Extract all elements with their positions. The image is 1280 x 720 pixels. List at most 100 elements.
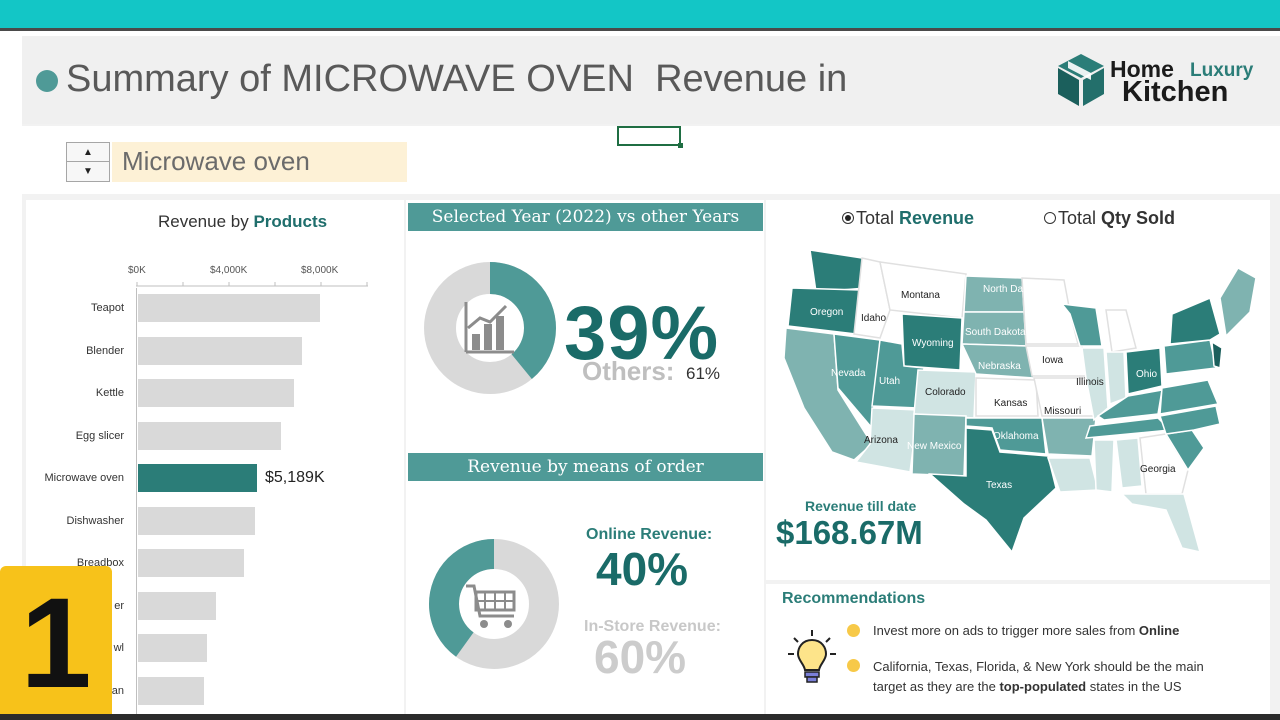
bar-category-label: er bbox=[114, 599, 124, 612]
bar-category-label: Teapot bbox=[90, 302, 124, 314]
state-kansas bbox=[975, 377, 1039, 417]
state-label: Texas bbox=[986, 480, 1012, 491]
radio-total-qty[interactable]: Total Qty Sold bbox=[1044, 208, 1175, 229]
bar-kettle[interactable] bbox=[138, 379, 294, 407]
shopping-cart-icon bbox=[466, 584, 516, 628]
selected-product-cell[interactable]: Microwave oven bbox=[112, 142, 407, 182]
radio-selected-icon[interactable] bbox=[842, 212, 854, 224]
state-wisconsin bbox=[1060, 303, 1103, 347]
recommendation-item-1: Invest more on ads to trigger more sales… bbox=[873, 623, 1180, 638]
radio-unselected-icon[interactable] bbox=[1044, 212, 1056, 224]
state-washington bbox=[809, 249, 867, 293]
year-donut-chart bbox=[424, 262, 556, 394]
bar-dishwasher[interactable] bbox=[138, 506, 255, 535]
bar-category-label: Dishwasher bbox=[66, 514, 124, 527]
state-pennsylvania bbox=[1163, 339, 1217, 375]
donut-slice-selected bbox=[424, 262, 556, 394]
top-bar bbox=[0, 0, 1280, 28]
logo-text-home: Home bbox=[1110, 56, 1174, 82]
selected-cell[interactable] bbox=[617, 126, 683, 148]
year-panel-header: Selected Year (2022) vs other Years bbox=[408, 203, 763, 231]
state-indiana bbox=[1105, 351, 1127, 406]
logo-box-icon bbox=[1058, 54, 1104, 106]
state-label: Illinois bbox=[1076, 377, 1104, 388]
bottom-divider bbox=[0, 714, 1280, 720]
state-label: Nevada bbox=[831, 368, 866, 379]
bar-category-label: wl bbox=[113, 642, 124, 654]
recommendations-panel bbox=[766, 584, 1270, 714]
instore-revenue-label: In-Store Revenue: bbox=[584, 618, 721, 635]
bar-category-label: Blender bbox=[86, 344, 124, 357]
bar-egg-slicer[interactable] bbox=[138, 421, 281, 450]
state-label: Oregon bbox=[810, 307, 843, 318]
axis-tick-label: $4,000K bbox=[210, 265, 248, 276]
state-ohio bbox=[1125, 347, 1163, 395]
bar-blender[interactable] bbox=[138, 336, 302, 365]
bar-wl[interactable] bbox=[138, 634, 207, 662]
others-label: Others: bbox=[582, 356, 675, 386]
order-donut-chart bbox=[429, 539, 559, 669]
axis-line bbox=[136, 282, 368, 287]
state-label: Georgia bbox=[1140, 464, 1176, 475]
state-label: Utah bbox=[879, 376, 900, 387]
state-alabama bbox=[1115, 437, 1143, 489]
state-label: Wyoming bbox=[912, 338, 954, 349]
state-label: Arizona bbox=[864, 435, 898, 446]
lightbulb-icon bbox=[788, 630, 836, 683]
state-idaho bbox=[853, 257, 891, 339]
product-spinner[interactable]: ▲ ▼ bbox=[66, 142, 110, 182]
state-label: Kansas bbox=[994, 398, 1027, 409]
bar-category-label: Kettle bbox=[95, 387, 124, 399]
order-panel-header: Revenue by means of order bbox=[408, 453, 763, 481]
state-label: North Dakota bbox=[983, 284, 1042, 295]
state-label: Montana bbox=[901, 290, 940, 301]
top-divider bbox=[0, 28, 1280, 31]
state-label: Colorado bbox=[925, 387, 966, 398]
bullet-icon bbox=[847, 659, 860, 672]
state-north-carolina bbox=[1159, 405, 1221, 435]
state-label: Missouri bbox=[1044, 406, 1081, 417]
state-label: Ohio bbox=[1136, 369, 1158, 380]
state-virginia bbox=[1159, 379, 1220, 415]
state-new-york bbox=[1169, 296, 1221, 345]
axis-tick-label: $8,000K bbox=[301, 265, 339, 276]
state-utah bbox=[871, 339, 925, 409]
bar-category-label: an bbox=[111, 684, 124, 697]
state-new-england bbox=[1219, 266, 1257, 338]
products-chart-title: Revenue by Products bbox=[158, 212, 328, 231]
bar-an[interactable] bbox=[138, 676, 204, 705]
others-value: 61% bbox=[686, 364, 721, 383]
state-arizona bbox=[854, 407, 919, 473]
state-kentucky bbox=[1096, 389, 1163, 421]
state-label: Oklahoma bbox=[993, 431, 1039, 442]
logo-text-luxury: Luxury bbox=[1190, 60, 1254, 81]
spinner-up-icon[interactable]: ▲ bbox=[67, 143, 109, 162]
state-label: New Mexico bbox=[907, 441, 962, 452]
logo-text-kitchen: Kitchen bbox=[1122, 76, 1229, 108]
state-label: South Dakota bbox=[965, 327, 1026, 338]
bar-breadbox[interactable] bbox=[138, 549, 244, 577]
spinner-down-icon[interactable]: ▼ bbox=[83, 166, 93, 177]
online-revenue-label: Online Revenue: bbox=[586, 526, 713, 543]
state-georgia bbox=[1139, 433, 1189, 495]
title-bullet-icon bbox=[36, 70, 58, 92]
state-florida bbox=[1120, 493, 1202, 554]
revenue-till-date-value: $168.67M bbox=[776, 514, 923, 551]
bar-category-label: Microwave oven bbox=[44, 472, 124, 484]
bar-category-label: Egg slicer bbox=[75, 429, 124, 442]
state-michigan bbox=[1105, 309, 1137, 353]
bar-microwave-oven[interactable] bbox=[138, 464, 257, 492]
instore-revenue-value: 60% bbox=[594, 631, 687, 683]
episode-badge bbox=[0, 566, 112, 720]
bar-teapot[interactable] bbox=[138, 294, 320, 322]
radio-total-revenue[interactable]: Total Revenue bbox=[842, 208, 974, 229]
state-texas bbox=[927, 427, 1057, 554]
state-label: Nebraska bbox=[978, 361, 1021, 372]
bar-er[interactable] bbox=[138, 591, 216, 620]
state-label: Idaho bbox=[861, 313, 886, 324]
revenue-till-date-label: Revenue till date bbox=[805, 498, 917, 514]
online-revenue-value: 40% bbox=[596, 543, 689, 595]
state-wyoming bbox=[901, 313, 963, 371]
recommendations-title: Recommendations bbox=[782, 590, 926, 607]
episode-badge-number: 1 bbox=[20, 571, 92, 715]
